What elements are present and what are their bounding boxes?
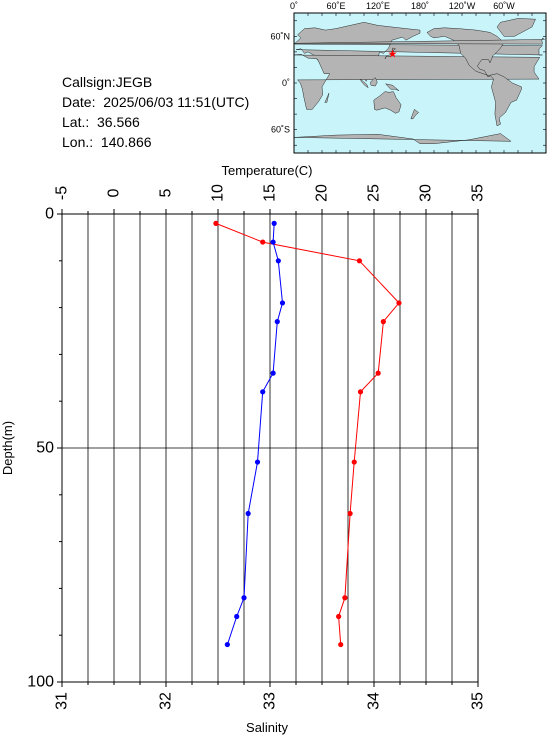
depth-axis-title: Depth(m) bbox=[0, 421, 15, 475]
depth-axis: 0 50 100 bbox=[27, 206, 62, 691]
station-marker-icon: ★ bbox=[388, 49, 398, 61]
salinity-point bbox=[279, 300, 286, 306]
salinity-axis: 31 32 33 34 35 bbox=[54, 682, 487, 710]
map-land-borneo bbox=[370, 77, 378, 87]
salinity-point bbox=[245, 510, 251, 517]
map-top-tick-label: 120˚E bbox=[366, 1, 390, 11]
salinity-tick-label: 31 bbox=[54, 692, 71, 710]
salinity-point bbox=[274, 319, 280, 325]
map-land-australia bbox=[373, 91, 402, 114]
temperature-tick-label: 20 bbox=[314, 184, 331, 202]
world-map: 0˚ 60˚E 120˚E 180˚ 120˚W 60˚W 60˚N 0˚ 60˚S ★ bbox=[270, 1, 547, 154]
map-labels: 0˚ 60˚E 120˚E 180˚ 120˚W 60˚W 60˚N 0˚ 60˚S bbox=[270, 1, 515, 135]
salinity-point bbox=[271, 220, 277, 226]
map-top-tick-label: 120˚W bbox=[449, 1, 476, 11]
map-land-japan bbox=[384, 47, 396, 60]
salinity-tick-label: 33 bbox=[262, 692, 279, 710]
map-left-tick-label: 60˚S bbox=[271, 125, 290, 135]
salinity-tick-label: 34 bbox=[366, 692, 383, 710]
map-land-sumatra bbox=[360, 78, 369, 89]
salinity-point bbox=[270, 370, 276, 376]
temperature-point bbox=[396, 300, 402, 306]
salinity-tick-label: 35 bbox=[470, 692, 487, 710]
salinity-axis-title: Salinity bbox=[246, 720, 288, 735]
temperature-tick-label: 30 bbox=[418, 184, 435, 202]
salinity-point bbox=[241, 595, 247, 601]
longitude-label: Lon.: 140.866 bbox=[62, 134, 152, 150]
temperature-tick-label: -5 bbox=[54, 186, 71, 200]
temperature-line bbox=[215, 222, 400, 645]
map-top-tick-label: 0˚ bbox=[290, 1, 298, 11]
salinity-line bbox=[226, 223, 284, 645]
date-label: Date: 2025/06/03 11:51(UTC) bbox=[62, 94, 250, 110]
map-top-tick-label: 60˚E bbox=[326, 1, 345, 11]
temperature-axis-title: Temperature(C) bbox=[221, 163, 312, 178]
temperature-axis: -5 0 5 10 15 20 25 30 35 bbox=[54, 184, 487, 214]
temperature-tick-label: 25 bbox=[366, 184, 383, 202]
map-land-uk bbox=[294, 37, 546, 45]
map-land-new-zealand bbox=[410, 109, 419, 120]
map-land-south-america bbox=[489, 73, 522, 127]
map-left-tick-label: 60˚N bbox=[270, 31, 290, 41]
depth-tick-label: 50 bbox=[36, 440, 54, 457]
map-ticks bbox=[293, 13, 547, 153]
map-land-greenland bbox=[496, 18, 536, 37]
temperature-point bbox=[260, 239, 266, 245]
map-land-antarctica bbox=[293, 133, 512, 153]
temperature-point bbox=[342, 595, 348, 601]
salinity-tick-label: 32 bbox=[158, 692, 175, 710]
temperature-point bbox=[338, 641, 344, 648]
temperature-tick-label: 0 bbox=[106, 188, 123, 197]
depth-tick-label: 100 bbox=[27, 674, 54, 691]
salinity-point bbox=[275, 258, 281, 264]
map-land bbox=[293, 18, 546, 153]
callsign-label: Callsign:JEGB bbox=[62, 74, 153, 90]
temperature-point bbox=[351, 459, 357, 465]
temperature-tick-label: 10 bbox=[210, 184, 227, 202]
map-land-madagascar bbox=[324, 93, 330, 103]
salinity-point bbox=[254, 459, 261, 465]
series-layer bbox=[213, 220, 402, 648]
map-left-tick-label: 0˚ bbox=[282, 78, 290, 88]
map-top-tick-label: 180˚ bbox=[411, 1, 429, 11]
salinity-point bbox=[224, 641, 230, 648]
salinity-point bbox=[260, 389, 266, 395]
map-top-tick-label: 60˚W bbox=[493, 1, 515, 11]
chart-grid bbox=[62, 214, 478, 682]
temperature-tick-label: 5 bbox=[158, 188, 175, 197]
station-info: Callsign:JEGB Date: 2025/06/03 11:51(UTC… bbox=[62, 72, 249, 152]
temperature-point bbox=[356, 258, 363, 264]
temperature-tick-label: 15 bbox=[262, 184, 279, 202]
temperature-point bbox=[347, 510, 353, 517]
temperature-tick-label: 35 bbox=[470, 184, 487, 202]
salinity-point bbox=[270, 239, 276, 245]
temperature-point bbox=[213, 220, 219, 226]
map-land-new-guinea bbox=[385, 83, 400, 91]
temperature-point bbox=[336, 613, 342, 620]
temperature-point bbox=[380, 319, 386, 325]
salinity-point bbox=[234, 613, 240, 620]
latitude-label: Lat.: 36.566 bbox=[62, 114, 140, 130]
temperature-point bbox=[357, 389, 364, 395]
temperature-point bbox=[375, 370, 381, 376]
depth-tick-label: 0 bbox=[45, 206, 54, 223]
